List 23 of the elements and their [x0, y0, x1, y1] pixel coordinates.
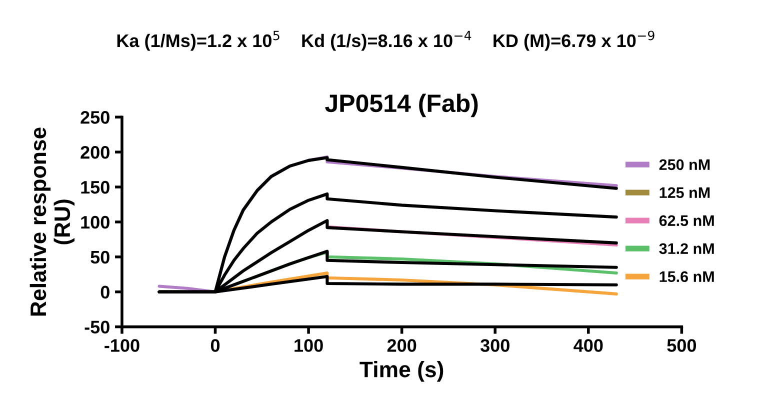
y-tick-label: 200: [80, 146, 110, 159]
x-tick-label: 300: [480, 339, 510, 352]
y-tick-label: 0: [100, 286, 110, 299]
x-tick-label: -100: [104, 339, 140, 352]
legend-label: 62.5 nM: [659, 215, 714, 226]
x-axis-title: Time (s): [360, 361, 444, 382]
text: Ka (1/Ms)=1.2 x 10$^{5}$ Kd (1/s)=8.16 x 10$^{−4}$ KD (M)=6.79 x 10$^{−9}$: [117, 30, 654, 51]
y-tick-label: 50: [90, 250, 110, 264]
y-tick-label: -50: [84, 320, 110, 334]
x-tick-label: 400: [574, 339, 603, 352]
x-tick-label: 500: [667, 339, 696, 352]
x-tick-label: 200: [387, 339, 416, 352]
legend-label: 31.2 nM: [659, 243, 714, 254]
x-tick-label: 100: [294, 339, 323, 352]
legend-label: 15.6 nM: [660, 271, 714, 282]
x-tick-label: 0: [210, 339, 220, 352]
legend-label: 125 nM: [660, 187, 710, 198]
y-tick-label: 150: [81, 180, 110, 194]
legend-label: 250 nM: [659, 159, 710, 170]
y-tick-label: 100: [81, 216, 110, 229]
y-tick-label: 250: [80, 111, 110, 124]
y-axis-title: Relative response (RU): [30, 128, 74, 316]
chart-title: JP0514 (Fab): [325, 94, 478, 118]
